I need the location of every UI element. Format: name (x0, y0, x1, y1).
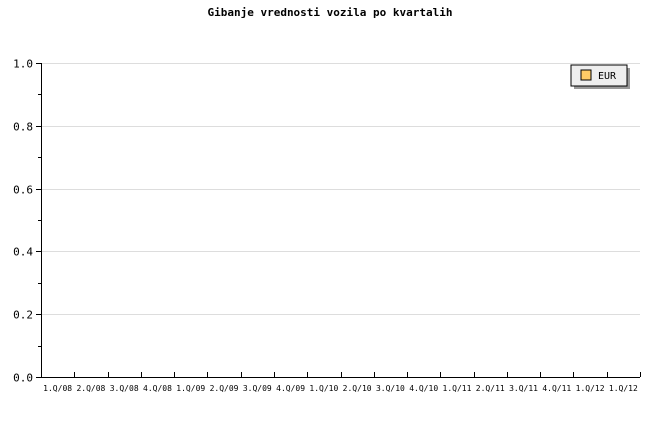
x-tick-label: 3.Q/08 (110, 384, 139, 393)
x-tick-label: 2.Q/11 (476, 384, 505, 393)
x-tick-label: 2.Q/08 (76, 384, 105, 393)
x-tick-label: 1.Q/09 (176, 384, 205, 393)
x-tick-label: 2.Q/10 (343, 384, 372, 393)
x-tick-label: 1.Q/10 (309, 384, 338, 393)
legend-swatch (580, 69, 592, 81)
x-tick-label: 1.Q/08 (43, 384, 72, 393)
y-axis-ticks: 0.0 0.2 0.4 0.6 0.8 1.0 (13, 58, 41, 385)
x-tick-label: 3.Q/09 (243, 384, 272, 393)
legend-label: EUR (598, 71, 617, 82)
x-axis-ticks: 1.Q/08 2.Q/08 3.Q/08 4.Q/08 1.Q/09 2.Q/09 3.Q/… (43, 372, 641, 393)
x-tick-label: 3.Q/11 (509, 384, 538, 393)
x-tick-label: 4.Q/09 (276, 384, 305, 393)
legend: EUR (570, 64, 630, 89)
x-tick-label: 1.Q/12 (576, 384, 605, 393)
gridlines (41, 63, 640, 315)
x-tick-label: 4.Q/11 (542, 384, 571, 393)
y-tick-label: 1.0 (13, 58, 33, 71)
axes (41, 63, 640, 378)
y-tick-label: 0.8 (13, 121, 33, 134)
chart-title: Gibanje vrednosti vozila po kvartalih (207, 6, 452, 19)
x-tick-label: 1.Q/12 (609, 384, 638, 393)
x-tick-label: 4.Q/08 (143, 384, 172, 393)
x-tick-label: 4.Q/10 (409, 384, 438, 393)
y-tick-label: 0.0 (13, 372, 33, 385)
y-tick-label: 0.2 (13, 309, 33, 322)
y-tick-label: 0.4 (13, 246, 33, 259)
x-tick-label: 1.Q/11 (443, 384, 472, 393)
x-tick-label: 2.Q/09 (210, 384, 239, 393)
x-tick-label: 3.Q/10 (376, 384, 405, 393)
y-tick-label: 0.6 (13, 184, 33, 197)
